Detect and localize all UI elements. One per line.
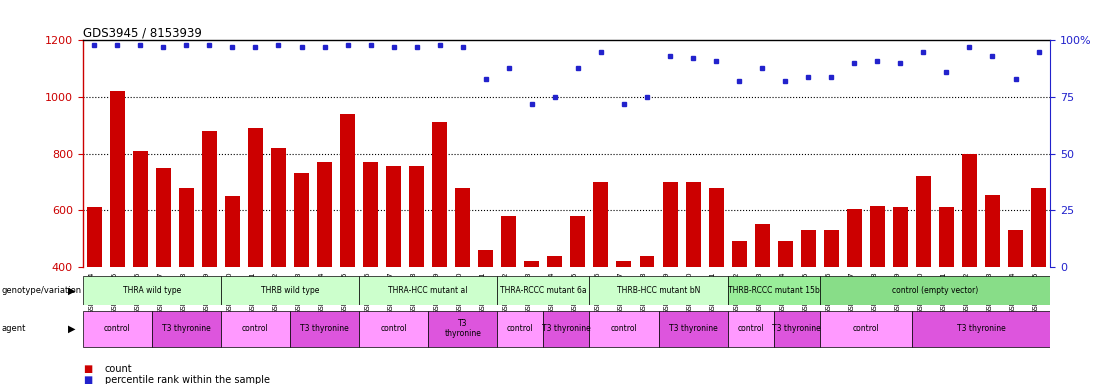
Text: THRB-HCC mutant bN: THRB-HCC mutant bN: [617, 286, 700, 295]
Bar: [221, 276, 360, 305]
Bar: [83, 311, 152, 347]
Text: THRA wild type: THRA wild type: [122, 286, 181, 295]
Text: control: control: [507, 324, 534, 333]
Bar: [179, 188, 194, 267]
Text: control: control: [104, 324, 130, 333]
Text: THRA-HCC mutant al: THRA-HCC mutant al: [388, 286, 468, 295]
Bar: [708, 188, 724, 267]
Text: control: control: [853, 324, 879, 333]
Bar: [225, 196, 240, 267]
Bar: [317, 162, 332, 267]
Bar: [248, 128, 263, 267]
Text: ■: ■: [83, 375, 92, 384]
Bar: [544, 311, 589, 347]
Bar: [547, 256, 563, 267]
Bar: [221, 311, 290, 347]
Text: control: control: [737, 324, 764, 333]
Text: T3 thyronine: T3 thyronine: [162, 324, 211, 333]
Text: THRA-RCCC mutant 6a: THRA-RCCC mutant 6a: [500, 286, 587, 295]
Bar: [432, 122, 447, 267]
Text: T3 thyronine: T3 thyronine: [668, 324, 717, 333]
Text: T3 thyronine: T3 thyronine: [956, 324, 1005, 333]
Text: count: count: [105, 364, 132, 374]
Bar: [820, 276, 1050, 305]
Bar: [912, 311, 1050, 347]
Bar: [892, 207, 908, 267]
Bar: [456, 188, 470, 267]
Bar: [801, 230, 816, 267]
Bar: [731, 242, 747, 267]
Text: T3 thyronine: T3 thyronine: [772, 324, 821, 333]
Text: control: control: [242, 324, 269, 333]
Bar: [617, 261, 631, 267]
Bar: [570, 216, 586, 267]
Text: control (empty vector): control (empty vector): [891, 286, 978, 295]
Bar: [428, 311, 497, 347]
Bar: [132, 151, 148, 267]
Bar: [778, 242, 793, 267]
Bar: [497, 311, 544, 347]
Bar: [386, 166, 401, 267]
Bar: [589, 276, 728, 305]
Text: genotype/variation: genotype/variation: [1, 286, 82, 295]
Text: THRB wild type: THRB wild type: [260, 286, 319, 295]
Bar: [497, 276, 589, 305]
Bar: [847, 209, 861, 267]
Text: T3
thyronine: T3 thyronine: [445, 319, 481, 338]
Bar: [524, 261, 539, 267]
Bar: [985, 195, 1000, 267]
Bar: [870, 206, 885, 267]
Bar: [658, 311, 728, 347]
Text: T3 thyronine: T3 thyronine: [300, 324, 349, 333]
Text: ▶: ▶: [67, 285, 75, 295]
Bar: [340, 114, 355, 267]
Bar: [202, 131, 217, 267]
Text: GDS3945 / 8153939: GDS3945 / 8153939: [83, 26, 202, 39]
Bar: [87, 207, 101, 267]
Bar: [110, 91, 125, 267]
Bar: [502, 216, 516, 267]
Bar: [83, 276, 221, 305]
Text: control: control: [611, 324, 638, 333]
Bar: [409, 166, 425, 267]
Bar: [754, 224, 770, 267]
Text: ▶: ▶: [67, 324, 75, 334]
Bar: [1031, 188, 1046, 267]
Text: control: control: [381, 324, 407, 333]
Bar: [152, 311, 221, 347]
Bar: [1008, 230, 1022, 267]
Text: agent: agent: [1, 324, 25, 333]
Text: T3 thyronine: T3 thyronine: [542, 324, 591, 333]
Bar: [363, 162, 378, 267]
Bar: [962, 154, 977, 267]
Text: ■: ■: [83, 364, 92, 374]
Bar: [589, 311, 658, 347]
Text: THRB-RCCC mutant 15b: THRB-RCCC mutant 15b: [728, 286, 820, 295]
Bar: [824, 230, 838, 267]
Bar: [773, 311, 820, 347]
Bar: [295, 174, 309, 267]
Bar: [728, 311, 773, 347]
Bar: [271, 148, 286, 267]
Bar: [156, 168, 171, 267]
Text: percentile rank within the sample: percentile rank within the sample: [105, 375, 270, 384]
Bar: [686, 182, 700, 267]
Bar: [663, 182, 677, 267]
Bar: [640, 256, 654, 267]
Bar: [290, 311, 360, 347]
Bar: [360, 276, 497, 305]
Bar: [479, 250, 493, 267]
Bar: [593, 182, 609, 267]
Bar: [915, 176, 931, 267]
Bar: [820, 311, 912, 347]
Bar: [939, 207, 954, 267]
Bar: [728, 276, 820, 305]
Bar: [360, 311, 428, 347]
